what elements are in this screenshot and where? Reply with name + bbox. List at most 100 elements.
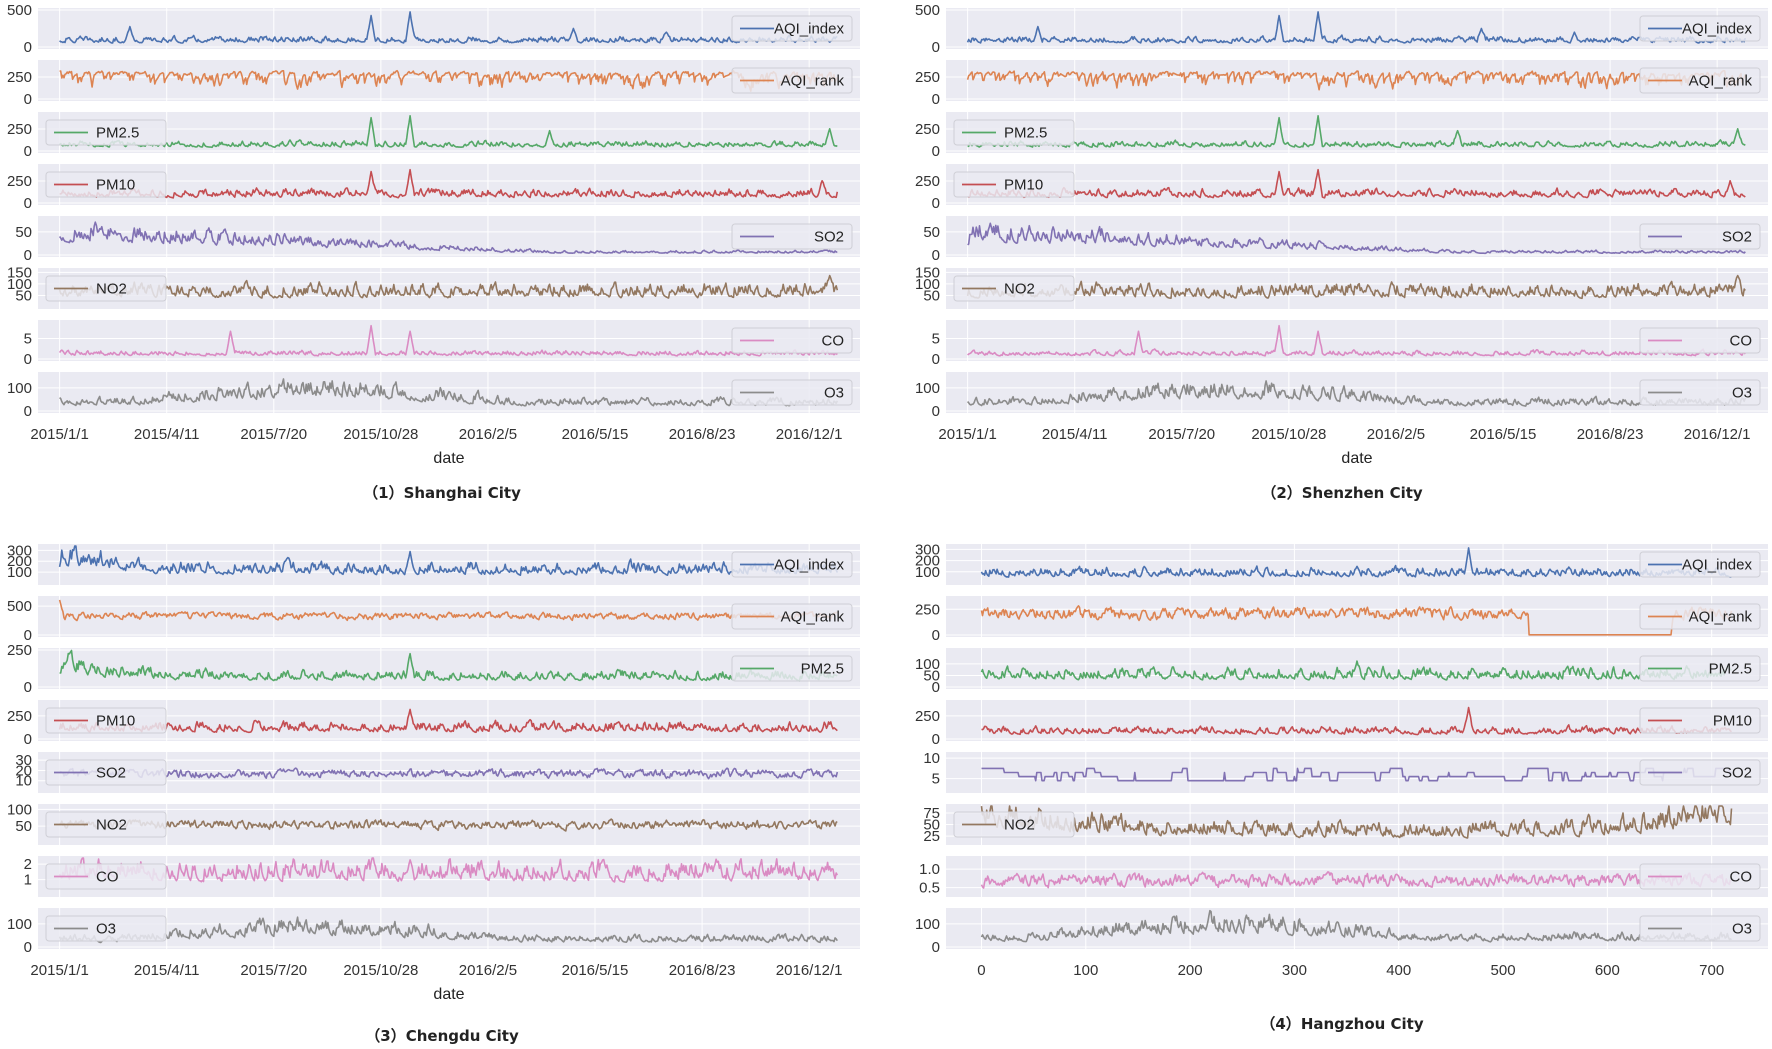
chengdu-xtick-label: 2015/1/1 — [30, 962, 88, 979]
hangzhou-pm10-legend-label: PM10 — [1713, 713, 1752, 730]
shanghai-aqi-rank-background — [38, 60, 860, 101]
chengdu-o3-ytick-label: 100 — [7, 916, 32, 933]
shanghai-pm10-legend-box — [45, 171, 167, 198]
shenzhen-xtick-label: 2015/7/20 — [1148, 426, 1215, 443]
shanghai-aqi-index-legend: AQI_index — [731, 15, 853, 42]
shenzhen-co-subplot: 0 5 CO — [932, 320, 1768, 368]
hangzhou-o3-legend: O3 — [1639, 915, 1761, 942]
shenzhen-no2-ytick-label: 50 — [923, 287, 940, 304]
chengdu-xtick-label: 2016/8/23 — [669, 962, 736, 979]
shenzhen-o3-legend-box — [1639, 379, 1761, 406]
hangzhou-co-background — [946, 856, 1768, 897]
chengdu-aqi-rank-subplot: 0 500 AQI_rank — [7, 596, 860, 644]
chengdu-aqi-index-ytick-label: 200 — [7, 553, 32, 570]
hangzhou-pm10-legend-box — [1639, 707, 1761, 734]
shanghai-no2-series-line — [58, 274, 839, 299]
chengdu-aqi-rank-series-line — [58, 599, 838, 622]
shanghai-o3-ytick-label: 100 — [7, 380, 32, 397]
chengdu-no2-ytick-label: 50 — [15, 818, 32, 835]
chengdu-co-series-line — [58, 857, 839, 883]
hangzhou-aqi-index-ytick-label: 300 — [915, 541, 940, 558]
shanghai-pm10-background — [38, 164, 860, 205]
shenzhen-pm10-legend: PM10 — [953, 171, 1075, 198]
hangzhou-o3-subplot: 0 100 O3 — [915, 908, 1768, 956]
shanghai-o3-series-line — [59, 378, 839, 407]
hangzhou-pm10-ytick-label: 250 — [915, 708, 940, 725]
shanghai-pm10-ytick-label: 0 — [24, 195, 32, 212]
shenzhen-xtick-label: 2016/8/23 — [1577, 426, 1644, 443]
shanghai-o3-legend: O3 — [731, 379, 853, 406]
hangzhou-co-ytick-label: 0.5 — [919, 880, 940, 897]
shenzhen-xtick-label: 2015/4/11 — [1042, 426, 1108, 443]
chengdu-xtick-label: 2016/2/5 — [459, 962, 517, 979]
chengdu-no2-legend-label: NO2 — [96, 817, 127, 834]
shanghai-xtick-label: 2015/1/1 — [30, 426, 88, 443]
shenzhen-aqi-index-background — [946, 8, 1768, 49]
shenzhen-co-series-line — [967, 324, 1746, 357]
shanghai-aqi-index-ytick-label: 500 — [7, 2, 32, 19]
chengdu-pm2-5-legend-box — [731, 655, 853, 682]
shenzhen-pm10-legend-box — [953, 171, 1075, 198]
shanghai-aqi-index-series-line — [59, 11, 838, 44]
shanghai-aqi-index-ytick-label: 0 — [24, 39, 32, 56]
chengdu-so2-legend-box — [45, 759, 167, 786]
shenzhen-o3-legend: O3 — [1639, 379, 1761, 406]
shanghai-xtick-label: 2016/8/23 — [669, 426, 736, 443]
chengdu-o3-legend-label: O3 — [96, 921, 116, 938]
hangzhou-xtick-label: 0 — [977, 962, 985, 979]
chengdu-xlabel: date — [433, 986, 464, 1003]
hangzhou-xtick-label: 700 — [1699, 962, 1724, 979]
hangzhou-pm10-legend: PM10 — [1639, 707, 1761, 734]
shanghai-xtick-label: 2016/12/1 — [776, 426, 843, 443]
chengdu-so2-legend-label: SO2 — [96, 765, 126, 782]
shanghai-o3-legend-box — [731, 379, 853, 406]
hangzhou-so2-ytick-label: 10 — [923, 750, 940, 767]
shenzhen-so2-legend: SO2 — [1639, 223, 1761, 250]
chengdu-co-ytick-label: 1 — [24, 872, 32, 889]
chengdu-co-legend-label: CO — [96, 869, 119, 886]
shanghai-so2-series-line — [58, 221, 838, 254]
shanghai-no2-ytick-label: 150 — [7, 264, 32, 281]
chengdu-pm10-legend: PM10 — [45, 707, 167, 734]
shenzhen-o3-ytick-label: 100 — [915, 380, 940, 397]
chengdu-aqi-rank-legend: AQI_rank — [731, 603, 853, 630]
shanghai-aqi-rank-legend-label: AQI_rank — [781, 73, 845, 90]
hangzhou-xtick-label: 300 — [1282, 962, 1307, 979]
shanghai-pm2-5-legend-box — [45, 119, 167, 146]
shenzhen-aqi-index-series-line — [966, 11, 1747, 44]
hangzhou-pm10-subplot: 0 250 PM10 — [915, 700, 1768, 748]
shenzhen-aqi-rank-background — [946, 60, 1768, 101]
hangzhou-o3-ytick-label: 0 — [932, 939, 940, 956]
shanghai-xtick-label: 2015/4/11 — [134, 426, 200, 443]
shenzhen-o3-series-line — [967, 380, 1747, 407]
chengdu-o3-legend: O3 — [45, 915, 167, 942]
hangzhou-xtick-label: 200 — [1178, 962, 1203, 979]
shanghai-pm2-5-subplot: 0 250 PM2.5 — [7, 112, 860, 160]
shenzhen-aqi-rank-legend-label: AQI_rank — [1689, 73, 1753, 90]
chengdu-o3-subplot: 0 100 O3 — [7, 908, 860, 956]
shenzhen-pm2-5-ytick-label: 0 — [932, 143, 940, 160]
hangzhou-co-legend-box — [1639, 863, 1761, 890]
hangzhou-o3-legend-label: O3 — [1732, 921, 1752, 938]
chengdu-no2-ytick-label: 100 — [7, 801, 32, 818]
chengdu-pm2-5-legend-label: PM2.5 — [801, 661, 844, 678]
shenzhen-aqi-rank-series-line — [966, 69, 1747, 91]
hangzhou-pm2-5-ytick-label: 100 — [915, 656, 940, 673]
shenzhen-pm2-5-ytick-label: 250 — [915, 121, 940, 138]
shenzhen-so2-ytick-label: 0 — [932, 247, 940, 264]
shanghai-so2-legend: SO2 — [731, 223, 853, 250]
shenzhen-o3-subplot: 0 100 O3 — [915, 372, 1768, 420]
shanghai-aqi-index-legend-label: AQI_index — [774, 21, 845, 38]
shenzhen-no2-ytick-label: 150 — [915, 264, 940, 281]
hangzhou-so2-legend-box — [1639, 759, 1761, 786]
hangzhou-xtick-label: 600 — [1595, 962, 1620, 979]
shenzhen-no2-legend: NO2 — [953, 275, 1075, 302]
shanghai-no2-legend: NO2 — [45, 275, 167, 302]
chengdu-so2-ytick-label: 20 — [15, 762, 32, 779]
hangzhou-no2-ytick-label: 75 — [923, 805, 940, 822]
hangzhou-co-subplot: 0.5 1.0 CO — [919, 856, 1768, 897]
